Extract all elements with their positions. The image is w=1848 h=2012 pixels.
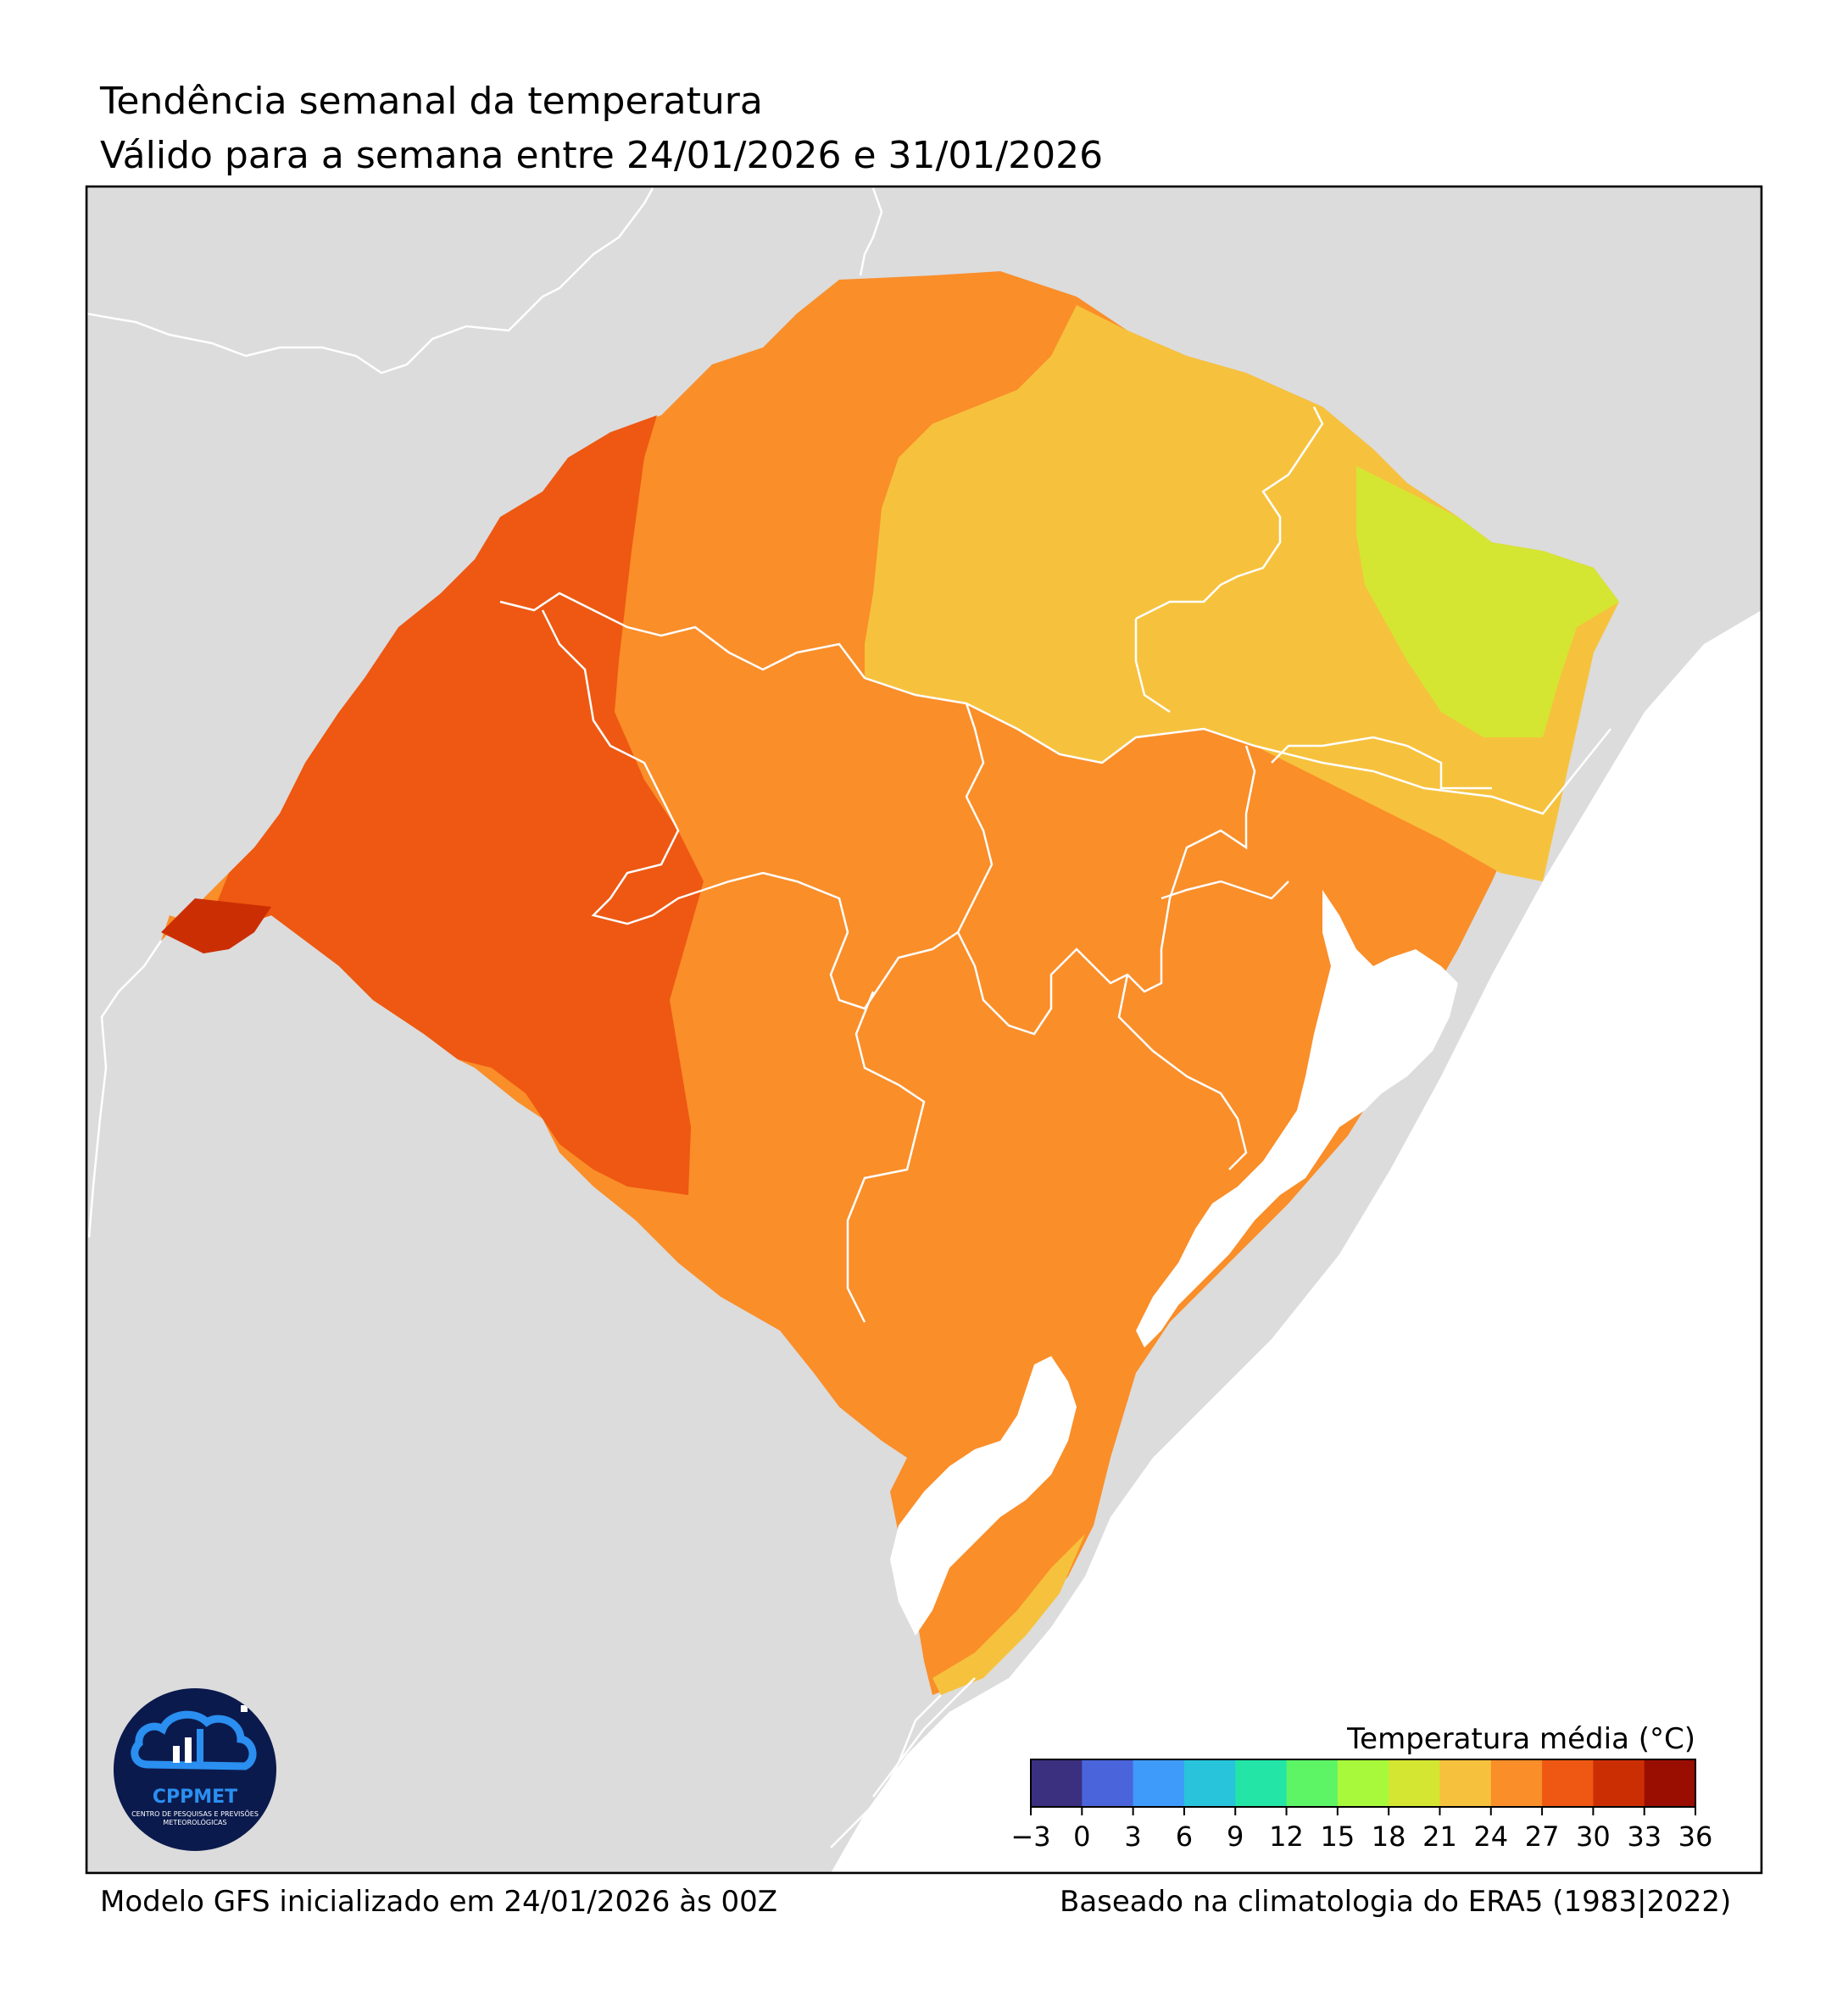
lagoa-dos-patos — [1136, 890, 1458, 1348]
model-info: Modelo GFS inicializado em 24/01/2026 às… — [100, 1885, 778, 1919]
colorbar-tick-label: 21 — [1422, 1820, 1457, 1853]
colorbar-title: Temperatura média (°C) — [1347, 1722, 1695, 1756]
colorbar-tick-label: 33 — [1627, 1820, 1662, 1853]
colorbar-tick-label: 6 — [1176, 1820, 1193, 1853]
colorbar-tick-label: 9 — [1227, 1820, 1244, 1853]
colorbar-swatch — [1286, 1759, 1339, 1807]
state-region-27-30-west — [212, 415, 704, 1195]
colorbar-tick-label: 12 — [1269, 1820, 1304, 1853]
colorbar-tick-label: 27 — [1525, 1820, 1560, 1853]
colorbar-swatch — [1082, 1759, 1134, 1807]
colorbar-tick-label: 15 — [1320, 1820, 1355, 1853]
colorbar-swatch — [1490, 1759, 1543, 1807]
southern-coast-strip — [932, 1534, 1085, 1695]
colorbar-swatch — [1542, 1759, 1594, 1807]
logo-name: CPPMET — [152, 1787, 238, 1808]
colorbar-swatch — [1183, 1759, 1236, 1807]
colorbar-swatch — [1235, 1759, 1288, 1807]
internal-borders — [499, 406, 1611, 1323]
colorbar-tick-label: 0 — [1073, 1820, 1090, 1853]
colorbar-swatch — [1133, 1759, 1185, 1807]
colorbar-tick-label: 3 — [1124, 1820, 1141, 1853]
colorbar-tick-label: 24 — [1473, 1820, 1508, 1853]
state-region-30-33 — [161, 898, 271, 953]
colorbar: −3 0 3 6 9 12 15 18 21 24 27 30 33 36 — [1010, 1759, 1712, 1853]
cppmet-logo: CPPMET CENTRO DE PESQUISAS E PREVISÕES M… — [114, 1688, 276, 1851]
cloud-chart-icon — [131, 1705, 257, 1770]
colorbar-swatch — [1439, 1759, 1492, 1807]
map-subtitle: Válido para a semana entre 24/01/2026 e … — [100, 134, 1104, 177]
colorbar-tick-label: 18 — [1372, 1820, 1406, 1853]
colorbar-swatch — [1389, 1759, 1440, 1807]
colorbar-swatch — [1644, 1759, 1696, 1807]
lagoa-mirim — [890, 1356, 1077, 1636]
state-region-21-24 — [865, 305, 1619, 881]
ocean — [831, 610, 1762, 1873]
map-title: Tendência semanal da temperatura — [100, 80, 763, 123]
state-region-18-21 — [1356, 466, 1619, 737]
colorbar-tick-label: 36 — [1678, 1820, 1713, 1853]
colorbar-border — [1030, 1759, 1696, 1808]
international-borders — [86, 187, 976, 1848]
colorbar-swatch — [1031, 1759, 1083, 1807]
colorbar-swatch — [1593, 1759, 1645, 1807]
colorbar-swatch — [1337, 1759, 1389, 1807]
colorbar-tick-label: −3 — [1010, 1820, 1050, 1853]
colorbar-tick-label: 30 — [1576, 1820, 1611, 1853]
logo-subtitle: CENTRO DE PESQUISAS E PREVISÕES METEOROL… — [131, 1810, 259, 1826]
climatology-info: Baseado na climatologia do ERA5 (1983|20… — [1060, 1885, 1732, 1919]
